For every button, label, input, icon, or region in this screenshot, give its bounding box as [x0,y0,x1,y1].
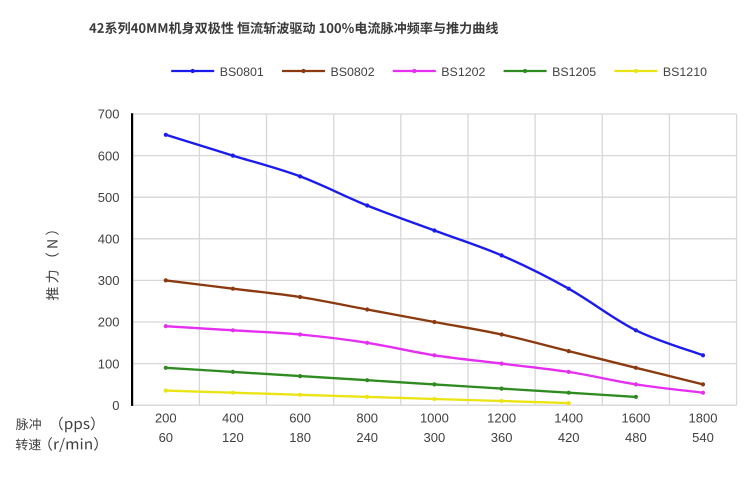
svg-text:1400: 1400 [554,411,583,426]
svg-text:540: 540 [692,430,714,445]
svg-text:600: 600 [289,411,311,426]
svg-text:1200: 1200 [487,411,516,426]
svg-text:360: 360 [491,430,513,445]
svg-text:BS1210: BS1210 [663,65,707,79]
svg-text:0: 0 [112,398,119,413]
svg-text:480: 480 [625,430,647,445]
svg-text:BS1205: BS1205 [552,65,596,79]
svg-text:120: 120 [222,430,244,445]
svg-text:60: 60 [159,430,173,445]
svg-text:420: 420 [558,430,580,445]
svg-text:400: 400 [98,232,120,247]
svg-text:BS1202: BS1202 [441,65,485,79]
svg-text:700: 700 [98,107,120,122]
svg-text:200: 200 [98,315,120,330]
svg-text:400: 400 [222,411,244,426]
svg-text:100: 100 [98,356,120,371]
svg-text:200: 200 [155,411,177,426]
svg-text:500: 500 [98,190,120,205]
svg-text:BS0801: BS0801 [220,65,264,79]
svg-text:1800: 1800 [689,411,718,426]
svg-text:BS0802: BS0802 [331,65,375,79]
svg-text:800: 800 [356,411,378,426]
svg-text:240: 240 [356,430,378,445]
svg-text:180: 180 [289,430,311,445]
svg-text:600: 600 [98,148,120,163]
svg-text:1600: 1600 [621,411,650,426]
svg-text:300: 300 [98,273,120,288]
svg-text:300: 300 [424,430,446,445]
svg-text:1000: 1000 [420,411,449,426]
